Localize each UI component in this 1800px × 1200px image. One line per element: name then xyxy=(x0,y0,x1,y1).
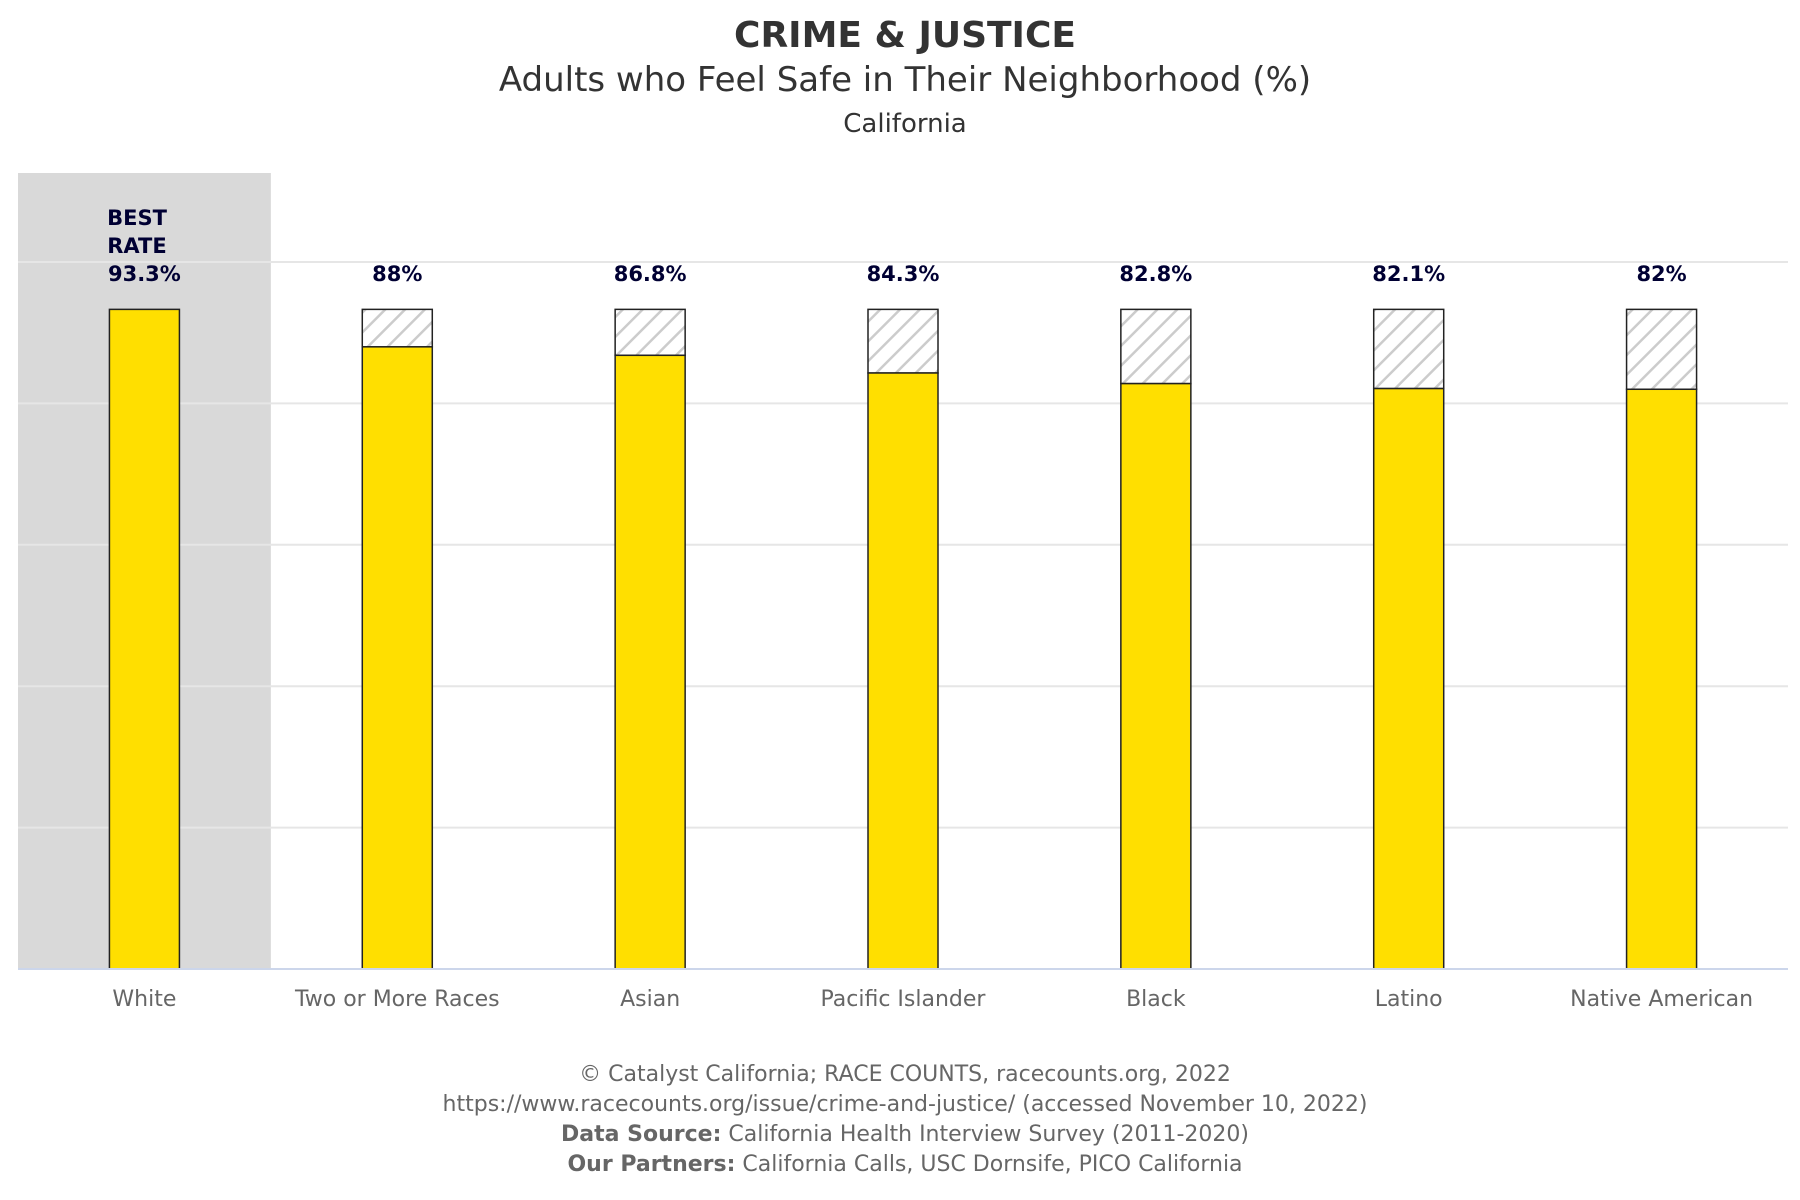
credits-partners-value: California Calls, USC Dornsife, PICO Cal… xyxy=(735,1152,1242,1177)
credits-source: Data Source: California Health Interview… xyxy=(561,1122,1249,1147)
category-label: Black xyxy=(1126,987,1186,1012)
bar-white[interactable] xyxy=(108,308,181,970)
gap-to-best-segment xyxy=(867,308,939,374)
category-labels: White Two or More Races Asian Pacific Islan… xyxy=(112,987,1753,1012)
gap-to-best-segment xyxy=(1625,308,1698,391)
credits-partners-label: Our Partners: xyxy=(567,1152,735,1177)
credits-partners: Our Partners: California Calls, USC Dorn… xyxy=(567,1152,1242,1177)
credits-line-2: https://www.racecounts.org/issue/crime-a… xyxy=(443,1092,1368,1117)
category-label: Pacific Islander xyxy=(821,987,987,1012)
bar-two-or-more-races[interactable] xyxy=(361,346,434,970)
best-rate-label-line2: RATE xyxy=(107,234,166,258)
bar-native-american[interactable] xyxy=(1625,388,1698,970)
gap-to-best-segment xyxy=(614,308,686,357)
category-label: White xyxy=(112,987,176,1012)
category-label: Native American xyxy=(1570,987,1753,1012)
bar-asian[interactable] xyxy=(614,354,686,970)
credits-line-1: © Catalyst California; RACE COUNTS, race… xyxy=(579,1062,1231,1087)
value-labels: 93.3% 88% 86.8% 84.3% 82.8% 82.1% 82% xyxy=(108,262,1687,286)
category-label: Asian xyxy=(620,987,680,1012)
value-label: 82.1% xyxy=(1372,262,1445,286)
value-label: 88% xyxy=(372,262,422,286)
category-label: Two or More Races xyxy=(294,987,500,1012)
chart-subtitle: Adults who Feel Safe in Their Neighborho… xyxy=(499,60,1311,100)
bar-black[interactable] xyxy=(1120,382,1192,970)
value-label: 82% xyxy=(1636,262,1686,286)
chart-title: CRIME & JUSTICE xyxy=(734,15,1076,56)
bar-pacific-islander[interactable] xyxy=(867,372,939,970)
bar-latino[interactable] xyxy=(1372,387,1445,970)
gap-to-best-segment xyxy=(1372,308,1445,390)
bars xyxy=(108,308,1698,970)
value-label: 82.8% xyxy=(1119,262,1192,286)
value-label: 84.3% xyxy=(867,262,940,286)
value-label: 86.8% xyxy=(614,262,687,286)
chart-geography: California xyxy=(843,109,966,139)
value-label: 93.3% xyxy=(108,262,181,286)
best-rate-label-line1: BEST xyxy=(107,206,167,230)
gap-to-best-segment xyxy=(361,308,434,348)
credits-source-value: California Health Interview Survey (2011… xyxy=(721,1122,1249,1147)
category-label: Latino xyxy=(1375,987,1443,1012)
credits-source-label: Data Source: xyxy=(561,1122,721,1147)
gap-to-best-segment xyxy=(1120,308,1192,385)
